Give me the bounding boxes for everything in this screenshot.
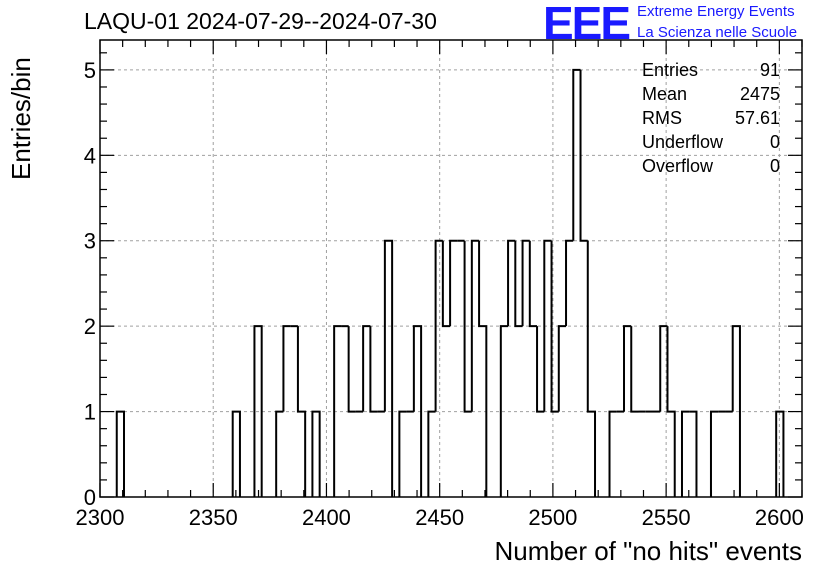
histogram-bin [608, 410, 617, 497]
histogram-bin [499, 325, 509, 497]
histogram-bin [731, 325, 741, 497]
histogram-bin [427, 410, 436, 497]
stats-value: 91 [759, 60, 780, 80]
y-tick-label: 4 [84, 143, 96, 168]
x-tick-label: 2450 [415, 505, 464, 530]
y-tick-label: 2 [84, 314, 96, 339]
histogram-bin [623, 325, 632, 412]
histogram-bin [115, 410, 126, 497]
histogram-bin [775, 410, 785, 497]
histogram-bin [441, 240, 451, 328]
y-tick-label: 0 [84, 485, 96, 510]
histogram-bin [333, 325, 342, 497]
x-tick-label: 2550 [642, 505, 691, 530]
histogram-bin [666, 326, 676, 497]
plot-frame [99, 39, 803, 498]
histogram-bin [231, 410, 241, 497]
stats-label: Mean [642, 84, 688, 104]
stats-label: Underflow [642, 132, 724, 152]
histogram-bin [659, 325, 668, 412]
y-tick-label: 5 [84, 58, 96, 83]
histogram-bin [507, 239, 516, 327]
histogram-bin [630, 326, 639, 413]
histogram-bin [253, 325, 263, 497]
y-tick-label: 1 [84, 400, 96, 425]
histogram-bin [536, 326, 545, 413]
histogram-bin [586, 240, 597, 497]
stats-row-mean: Mean 2475 [642, 82, 780, 106]
histogram-bin [557, 325, 567, 412]
histogram-bin [398, 410, 407, 497]
stats-box: Entries 91 Mean 2475 RMS 57.61 Underflow… [642, 58, 780, 178]
stats-label: Entries [642, 60, 699, 80]
histogram-bin [680, 410, 690, 497]
histogram-bin [434, 239, 443, 412]
axes: 2300 2350 2400 2450 2500 2550 2600 0 1 2 3 4 5 [76, 39, 804, 530]
chart-title: LAQU-01 2024-07-29--2024-07-30 [84, 8, 437, 34]
histogram-bin [478, 240, 488, 497]
histogram-bin [565, 239, 574, 327]
stats-label: Overflow [642, 156, 714, 176]
histogram-bin [275, 410, 284, 497]
histogram-bins [115, 68, 785, 497]
histogram-bin [579, 69, 588, 242]
histogram-bin [369, 326, 378, 413]
x-tick-label: 2300 [76, 505, 125, 530]
x-tick-label: 2400 [302, 505, 351, 530]
histogram-bin [311, 410, 321, 497]
histogram-bin [528, 240, 538, 328]
histogram-bin [296, 326, 307, 497]
x-tick-label: 2600 [755, 505, 804, 530]
x-tick-label: 2500 [528, 505, 577, 530]
eee-logo: EEE [543, 0, 631, 49]
histogram-bin [543, 239, 552, 412]
stats-row-underflow: Underflow 0 [642, 130, 780, 154]
histogram-bin [463, 240, 472, 413]
y-tick-label: 3 [84, 229, 96, 254]
histogram-bin [383, 239, 394, 497]
histogram-bin [572, 68, 581, 241]
logo-line-2: La Scienza nelle Scuole [637, 24, 798, 41]
stats-row-overflow: Overflow 0 [642, 154, 780, 178]
histogram-bin [709, 410, 719, 497]
histogram-bin [689, 410, 698, 497]
histogram-bin [362, 325, 371, 412]
histogram-bin [521, 239, 530, 327]
x-tick-label: 2350 [189, 505, 238, 530]
x-axis-label: Number of "no hits" events [494, 536, 803, 566]
y-axis-label: Entries/bin [6, 57, 36, 180]
histogram-bin [514, 240, 523, 328]
histogram-bin [347, 326, 356, 413]
stats-row-rms: RMS 57.61 [642, 106, 780, 130]
stats-label: RMS [642, 108, 682, 128]
stats-value: 57.61 [734, 108, 780, 128]
stats-value: 2475 [739, 84, 780, 104]
histogram-bin [412, 325, 423, 497]
stats-value: 0 [769, 132, 780, 152]
logo-line-1: Extreme Energy Events [637, 3, 795, 20]
stats-value: 0 [769, 156, 780, 176]
histogram-bin [449, 239, 458, 327]
histogram-bin [282, 325, 291, 412]
histogram-bin [470, 239, 480, 412]
histogram-bin [550, 240, 559, 413]
stats-row-entries: Entries 91 [642, 58, 780, 82]
